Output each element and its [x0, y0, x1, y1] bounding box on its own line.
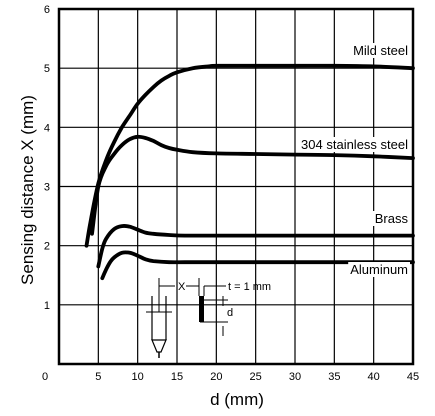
sensor-inset-diagram: X t = 1 mm d	[146, 278, 271, 358]
grid	[59, 9, 413, 364]
series-line-brass	[96, 224, 415, 269]
x-tick-label-15: 15	[171, 371, 183, 383]
y-tick-label-1: 1	[44, 300, 50, 312]
series-label-mild-steel: Mild steel	[353, 43, 408, 58]
y-tick-label-2: 2	[44, 241, 50, 253]
y-tick-label-5: 5	[44, 63, 50, 75]
series-line-mild-steel	[84, 63, 415, 248]
y-tick-label-3: 3	[44, 182, 50, 194]
x-tick-label-45: 45	[407, 371, 419, 383]
series-line-304-stainless-steel	[90, 134, 415, 236]
series-labels: Mild steel 304 stainless steel Brass Alumin…	[299, 43, 411, 277]
inset-target-plate	[199, 296, 204, 322]
x-tick-label-25: 25	[250, 371, 262, 383]
x-tick-label-0: 0	[42, 371, 48, 383]
x-tick-label-40: 40	[368, 371, 380, 383]
y-axis-label: Sensing distance X (mm)	[18, 95, 37, 285]
series-label-304-stainless-steel: 304 stainless steel	[301, 137, 408, 152]
x-tick-label-5: 5	[95, 371, 101, 383]
plot-border	[57, 7, 415, 366]
series-label-bg-mild-steel	[351, 43, 411, 58]
inset-x-label: X	[178, 281, 186, 293]
x-tick-label-35: 35	[328, 371, 340, 383]
x-tick-label-10: 10	[132, 371, 144, 383]
series-label-aluminum: Aluminum	[350, 262, 408, 277]
y-tick-label-4: 4	[44, 122, 50, 134]
x-tick-label-20: 20	[210, 371, 222, 383]
series-label-brass: Brass	[375, 211, 409, 226]
series-line-aluminum	[100, 250, 415, 281]
inset-sensor-tip	[151, 339, 167, 353]
plot-frame	[57, 7, 415, 366]
series-label-bg-304-stainless-steel	[299, 137, 411, 152]
series-curves	[84, 63, 415, 281]
inset-t-label: t = 1 mm	[228, 281, 271, 293]
inset-d-label: d	[227, 307, 233, 319]
x-tick-label-30: 30	[289, 371, 301, 383]
series-label-bg-aluminum	[348, 262, 410, 277]
series-label-bg-brass	[372, 211, 411, 226]
y-tick-label-6: 6	[44, 4, 50, 16]
x-axis-label: d (mm)	[210, 390, 264, 409]
